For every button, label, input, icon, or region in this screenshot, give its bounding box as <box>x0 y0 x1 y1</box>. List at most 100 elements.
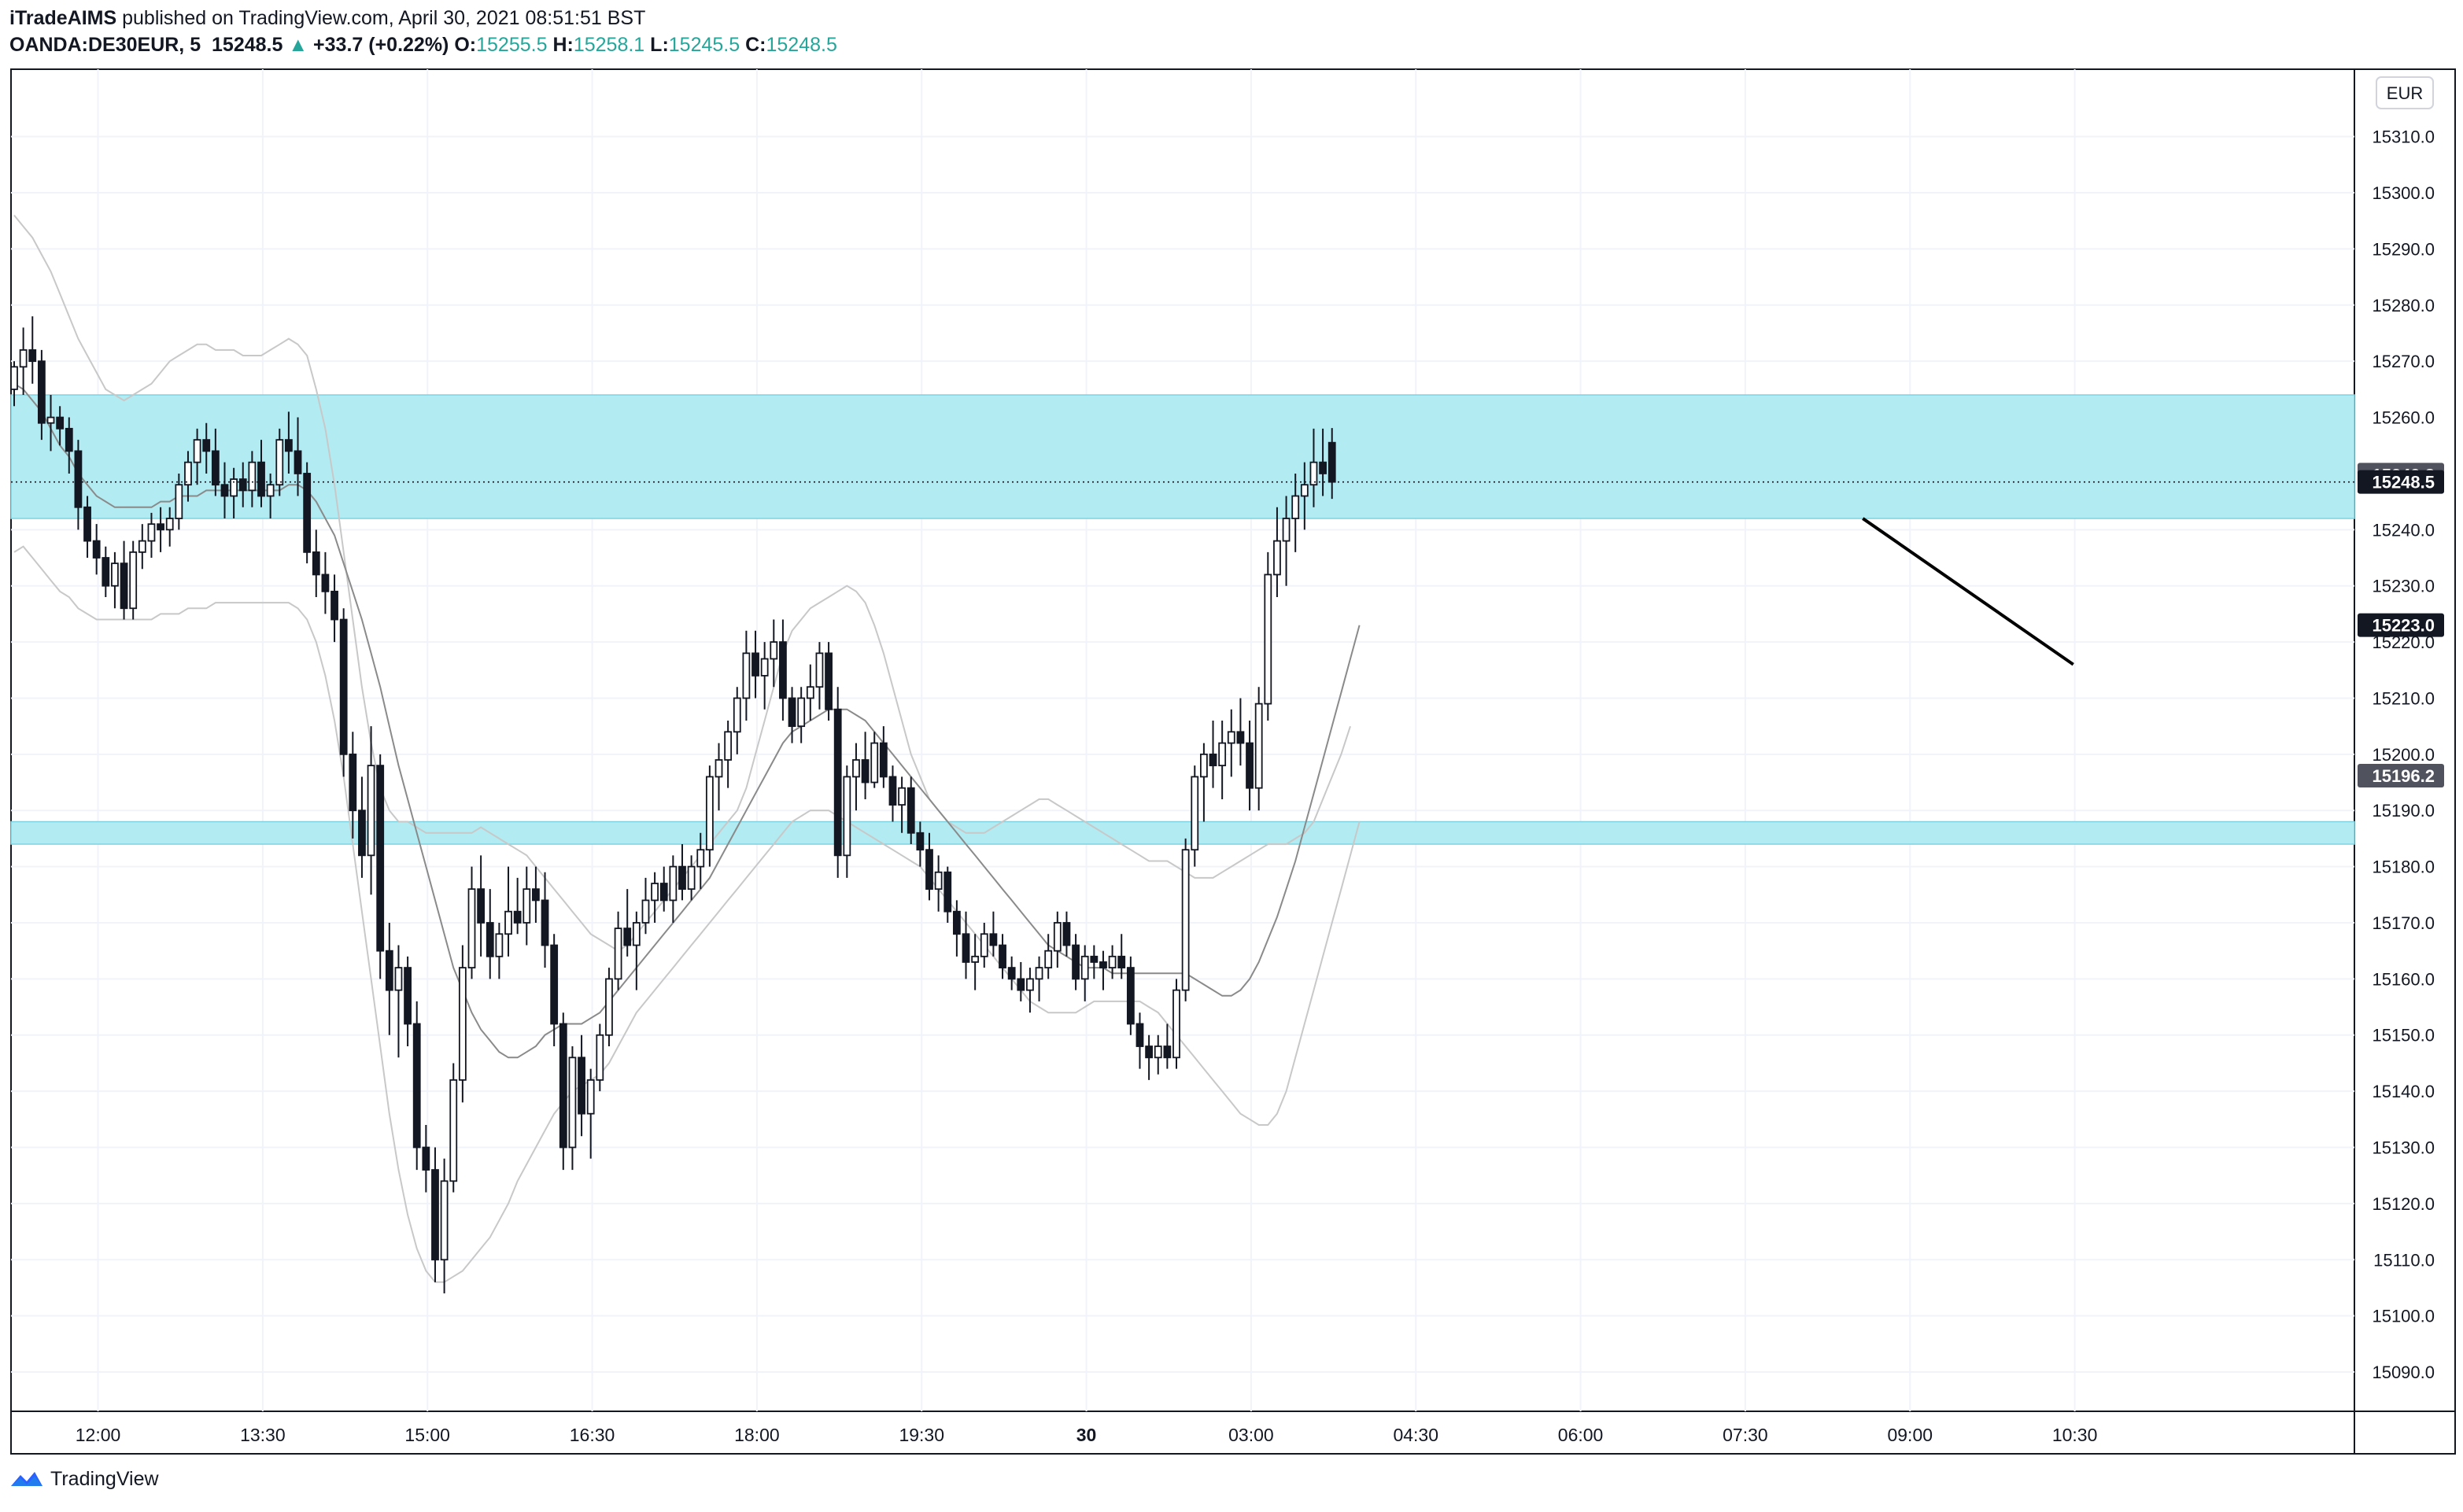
candle-down <box>220 484 229 497</box>
candle-up <box>1108 955 1117 968</box>
candle-up <box>1300 484 1309 497</box>
y-tick-label: 15270.0 <box>2372 352 2435 371</box>
candle-up <box>440 1180 449 1261</box>
bb-lower-line <box>13 545 1361 1283</box>
close-value: 15248.5 <box>766 34 837 56</box>
tradingview-logo-icon[interactable] <box>9 1469 44 1491</box>
candle-down <box>330 590 338 621</box>
published-text: published on TradingView.com, April 30, … <box>116 7 646 29</box>
x-tick-label: 15:00 <box>404 1425 450 1445</box>
bb-middle-line <box>13 382 1361 1059</box>
footer-brand[interactable]: TradingView <box>50 1468 159 1490</box>
candle-up <box>1154 1045 1162 1059</box>
high-label: H: <box>552 34 574 56</box>
candle-down <box>1099 961 1107 968</box>
price-label-box <box>2358 613 2444 637</box>
candle-down <box>28 349 37 363</box>
candle-up <box>770 641 778 660</box>
bollinger-bands <box>13 214 1361 1283</box>
candle-down <box>623 927 632 946</box>
price-change: +33.7 (+0.22%) <box>313 34 449 56</box>
candle-down <box>916 832 925 851</box>
candle-up <box>705 776 714 851</box>
candle-down <box>1090 955 1099 963</box>
candle-up <box>687 865 696 891</box>
candle-up <box>175 484 183 519</box>
x-tick-label: 12:00 <box>76 1425 121 1445</box>
candle-up <box>696 849 705 868</box>
candle-down <box>303 473 312 553</box>
candle-up <box>1172 989 1180 1059</box>
candle-down <box>888 776 897 806</box>
candle-down <box>74 450 83 508</box>
change-up-icon: ▲ <box>288 34 308 56</box>
candle-up <box>742 652 751 699</box>
candle-down <box>257 461 265 497</box>
candle-up <box>248 461 257 492</box>
candle-up <box>1254 703 1263 789</box>
candle-up <box>641 899 650 924</box>
candle-down <box>825 652 833 710</box>
candle-down <box>1062 922 1071 946</box>
candle-up <box>898 787 907 806</box>
y-tick-label: 15120.0 <box>2372 1194 2435 1214</box>
candle-up <box>46 416 55 424</box>
candle-down <box>999 944 1006 968</box>
y-tick-label: 15180.0 <box>2372 857 2435 877</box>
candle-up <box>586 1079 595 1115</box>
candle-down <box>1135 1023 1144 1047</box>
candle-up <box>733 697 741 733</box>
price-zone <box>10 821 2355 845</box>
y-tick-label: 15100.0 <box>2372 1307 2435 1326</box>
candle-down <box>1209 753 1217 767</box>
candle-down <box>339 618 348 755</box>
candle-down <box>659 883 668 902</box>
candle-down <box>1328 441 1336 483</box>
y-tick-label: 15200.0 <box>2372 745 2435 765</box>
candle-up <box>870 742 879 784</box>
price-label: 15196.2 <box>2372 766 2435 786</box>
candle-down <box>65 427 73 452</box>
y-tick-label: 15280.0 <box>2372 296 2435 315</box>
candle-up <box>165 518 174 531</box>
last-price: 15248.5 <box>212 34 283 56</box>
open-label: O: <box>454 34 477 56</box>
x-tick-label: 09:00 <box>1887 1425 1933 1445</box>
candle-up <box>651 883 659 902</box>
candle-down <box>833 708 842 857</box>
candle-up <box>1282 518 1291 542</box>
candle-down <box>952 910 961 935</box>
candle-up <box>184 461 192 486</box>
candle-up <box>495 933 504 957</box>
candle-up <box>111 562 119 587</box>
y-tick-label: 15290.0 <box>2372 239 2435 259</box>
candle-down <box>477 888 486 924</box>
candle-up <box>467 888 476 968</box>
y-tick-label: 15170.0 <box>2372 913 2435 933</box>
candle-down <box>879 742 888 778</box>
candle-down <box>1145 1045 1154 1059</box>
y-tick-label: 15090.0 <box>2372 1363 2435 1382</box>
candle-up <box>843 776 851 857</box>
candle-up <box>138 540 146 553</box>
candle-up <box>797 697 806 728</box>
candle-down <box>211 450 220 486</box>
candle-down <box>943 871 952 913</box>
x-tick-label: 10:30 <box>2052 1425 2098 1445</box>
x-tick-label: 16:30 <box>570 1425 615 1445</box>
candle-down <box>404 967 412 1025</box>
candle-up <box>1053 922 1062 952</box>
price-label-box <box>2358 763 2444 787</box>
candle-up <box>971 955 980 963</box>
author-name[interactable]: iTradeAIMS <box>9 7 117 29</box>
candle-down <box>120 562 128 610</box>
candle-up <box>1309 461 1318 486</box>
x-tick-label: 04:30 <box>1393 1425 1438 1445</box>
trend-line <box>1862 517 2074 666</box>
candle-up <box>1273 540 1281 576</box>
candle-up <box>275 439 284 486</box>
candle-up <box>596 1034 604 1081</box>
candle-up <box>605 978 613 1036</box>
candle-up <box>230 478 238 497</box>
